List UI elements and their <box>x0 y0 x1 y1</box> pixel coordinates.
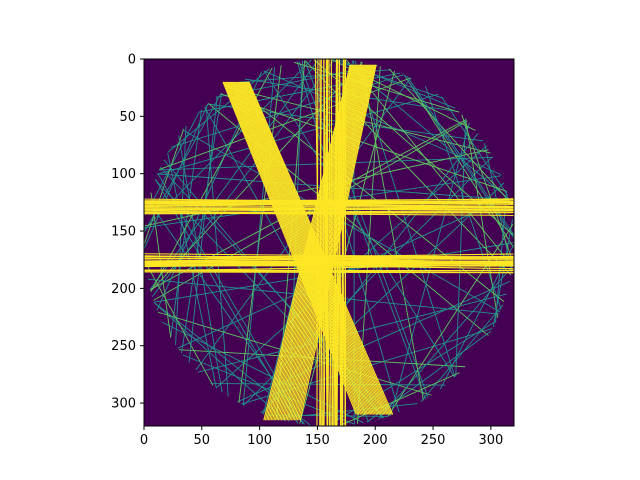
y-tick-label: 250 <box>111 339 136 354</box>
y-tick-label: 150 <box>111 225 136 240</box>
x-tick-label: 250 <box>421 433 446 448</box>
y-tick-label: 300 <box>111 397 136 412</box>
x-tick-label: 150 <box>305 433 330 448</box>
y-tick-label: 0 <box>128 53 136 68</box>
x-tick-label: 50 <box>194 433 211 448</box>
x-tick-label: 0 <box>140 433 148 448</box>
x-tick-label: 200 <box>363 433 388 448</box>
x-tick-label: 100 <box>247 433 272 448</box>
y-tick-label: 200 <box>111 282 136 297</box>
y-tick-label: 100 <box>111 167 136 182</box>
plot-area <box>144 59 514 426</box>
y-tick-label: 50 <box>119 110 136 125</box>
x-tick-label: 300 <box>478 433 503 448</box>
